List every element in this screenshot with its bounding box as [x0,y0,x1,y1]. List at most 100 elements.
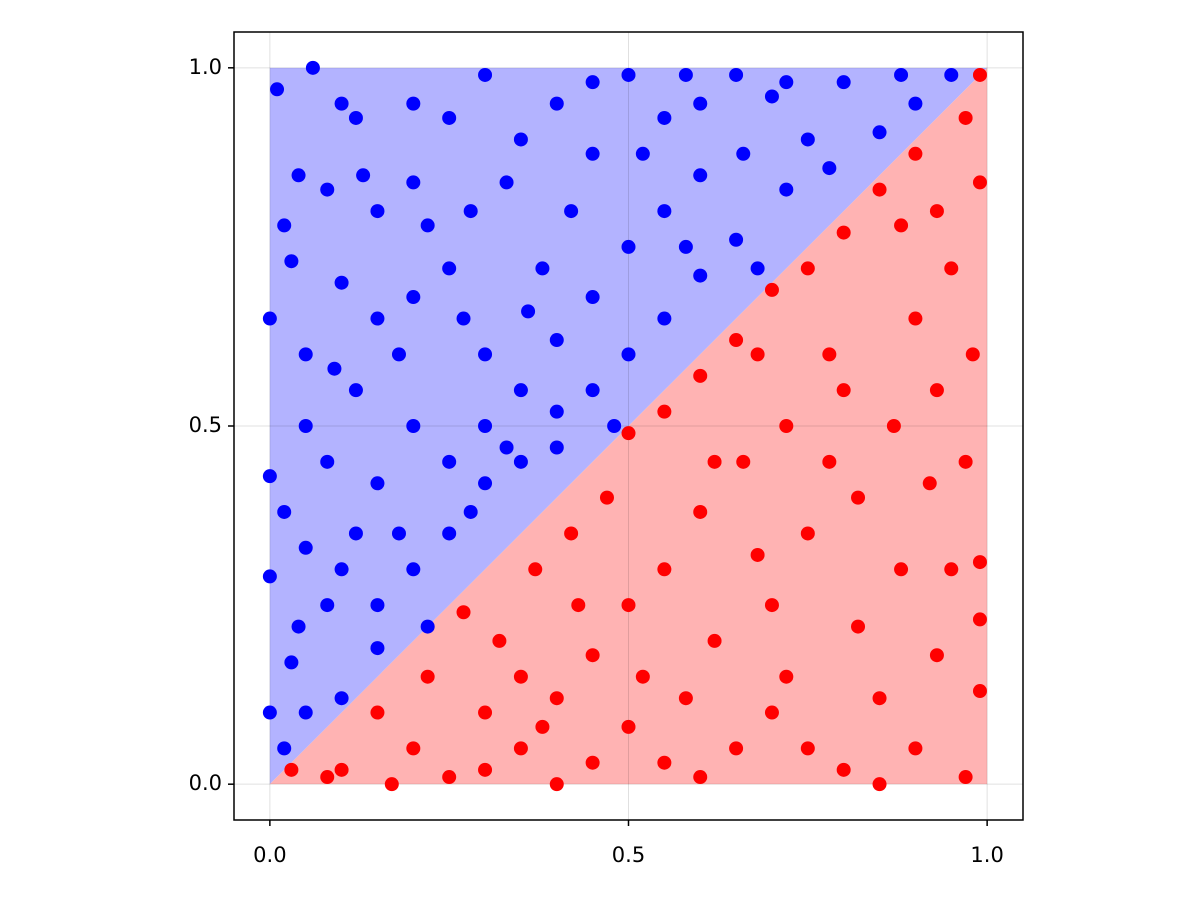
point [305,60,320,75]
point [564,526,579,541]
point [886,419,901,433]
point [456,605,471,620]
point [334,275,349,290]
point [729,232,744,247]
point [693,504,708,519]
point [478,67,493,82]
point [370,204,385,219]
point [944,67,959,82]
point [958,110,973,125]
point [678,691,693,706]
point [549,691,564,706]
point [585,755,600,770]
point [420,619,435,634]
point [908,311,923,326]
point [635,669,650,684]
point [348,526,363,541]
point [822,161,837,176]
point [499,175,514,190]
point [678,239,693,254]
x-tick-label: 1.0 [970,843,1003,867]
point [585,648,600,663]
point [657,404,672,419]
point [836,383,851,398]
point [972,175,987,190]
point [327,361,342,376]
point [764,598,779,613]
point [599,490,614,505]
point [657,755,672,770]
point [750,347,765,362]
point [764,89,779,104]
point [894,562,909,577]
point [442,454,457,469]
point [262,705,277,720]
point [370,598,385,613]
x-tick-label: 0.0 [253,843,286,867]
y-tick-label: 0.0 [189,771,222,795]
point [535,261,550,276]
point [621,239,636,254]
point [958,770,973,785]
point [406,562,421,577]
point [621,426,636,441]
point [800,741,815,756]
point [922,476,937,491]
point [262,469,277,484]
point [822,347,837,362]
point [320,770,335,785]
areas [269,67,988,785]
point [585,383,600,398]
point [406,741,421,756]
point [872,125,887,140]
point [800,132,815,147]
point [657,562,672,577]
point [442,770,457,785]
point [334,562,349,577]
point [277,504,292,519]
point [958,454,973,469]
point [729,67,744,82]
point [908,146,923,161]
point [528,562,543,577]
point [779,75,794,90]
point [334,96,349,111]
point [800,526,815,541]
point [298,347,313,362]
point [929,648,944,663]
point [478,476,493,491]
point [736,146,751,161]
point [549,333,564,348]
point [657,311,672,326]
point [635,146,650,161]
point [678,67,693,82]
point [872,182,887,197]
point [492,633,507,648]
point [478,762,493,777]
point [513,454,528,469]
point [262,311,277,326]
axes: 0.0 0.5 1.0 0.0 0.5 1.0 [189,55,1004,867]
point [348,383,363,398]
point [406,419,421,433]
point [872,691,887,706]
point [779,669,794,684]
point [320,598,335,613]
point [585,290,600,305]
point [851,490,866,505]
point [621,598,636,613]
point [320,454,335,469]
point [707,454,722,469]
point [779,182,794,197]
point [764,705,779,720]
point [707,633,722,648]
point [750,261,765,276]
point [478,347,493,362]
point [607,419,622,433]
point [334,691,349,706]
point [564,204,579,219]
point [836,762,851,777]
point [406,175,421,190]
point [972,684,987,699]
point [585,146,600,161]
